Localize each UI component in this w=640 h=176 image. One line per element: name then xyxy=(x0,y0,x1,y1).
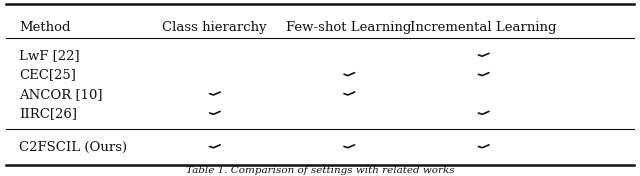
Text: IIRC[26]: IIRC[26] xyxy=(19,107,77,120)
Text: LwF [22]: LwF [22] xyxy=(19,49,80,62)
Text: Table 1. Comparison of settings with related works: Table 1. Comparison of settings with rel… xyxy=(186,166,454,175)
Text: ANCOR [10]: ANCOR [10] xyxy=(19,88,102,101)
Text: Method: Method xyxy=(19,21,70,34)
Text: Class hierarchy: Class hierarchy xyxy=(162,21,267,34)
Text: C2FSCIL (Ours): C2FSCIL (Ours) xyxy=(19,140,127,153)
Text: CEC[25]: CEC[25] xyxy=(19,68,76,81)
Text: Few-shot Learning: Few-shot Learning xyxy=(286,21,412,34)
Text: Incremental Learning: Incremental Learning xyxy=(410,21,556,34)
